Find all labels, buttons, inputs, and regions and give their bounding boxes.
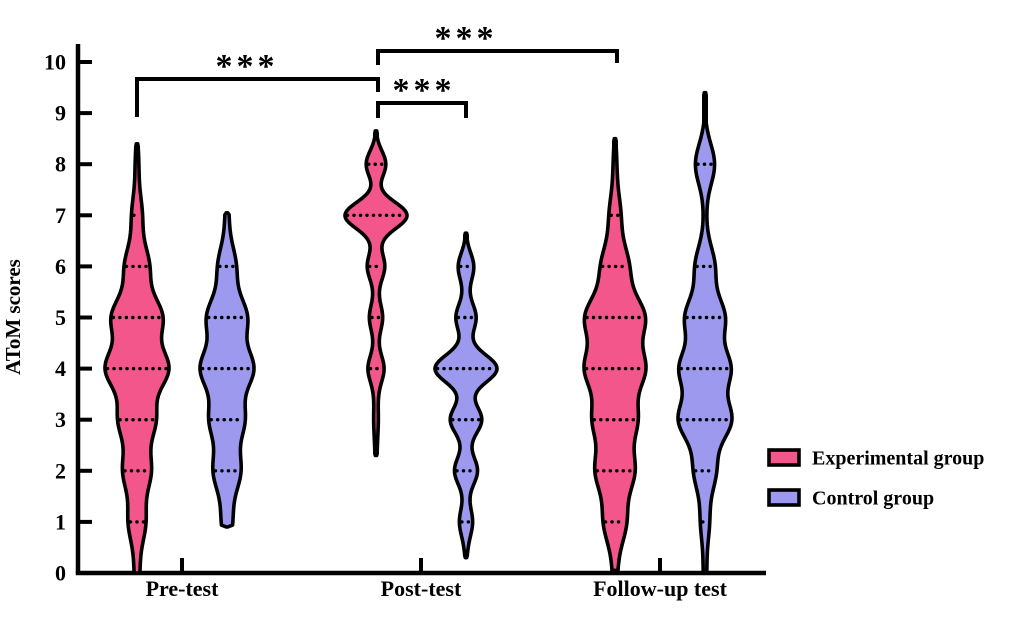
significance-bracket [376, 49, 619, 65]
significance-stars: *** [393, 72, 456, 109]
violin-post-test-control [433, 231, 499, 560]
legend-label: Control group [812, 488, 934, 510]
violin-pre-test-control [198, 210, 256, 529]
y-tick-label: 1 [55, 509, 66, 534]
significance-bracket [135, 77, 380, 117]
y-tick-label: 9 [55, 101, 66, 126]
violin-follow-up-test-experimental [582, 136, 648, 573]
legend-label: Experimental group [812, 448, 984, 470]
x-category-label: Follow-up test [593, 576, 728, 601]
violin-follow-up-test-control [676, 90, 734, 575]
legend-swatch [767, 488, 801, 507]
significance-bracket [376, 101, 468, 118]
y-tick-label: 8 [55, 152, 66, 177]
significance-stars: *** [216, 48, 279, 85]
y-axis-title: AToM scores [1, 259, 25, 375]
significance-stars: *** [435, 20, 498, 57]
y-tick-label: 5 [55, 305, 66, 330]
y-tick-label: 0 [55, 561, 66, 586]
y-tick-label: 7 [55, 203, 66, 228]
y-tick-label: 3 [55, 407, 66, 432]
legend-swatch [767, 448, 801, 467]
x-category-label: Pre-test [146, 576, 220, 601]
y-tick-label: 4 [55, 356, 66, 381]
x-category-label: Post-test [381, 576, 462, 601]
violin-pre-test-experimental [103, 141, 171, 575]
y-tick-label: 10 [44, 50, 66, 75]
violin-post-test-experimental [343, 129, 409, 458]
y-tick-label: 2 [55, 458, 66, 483]
y-tick-label: 6 [55, 254, 66, 279]
